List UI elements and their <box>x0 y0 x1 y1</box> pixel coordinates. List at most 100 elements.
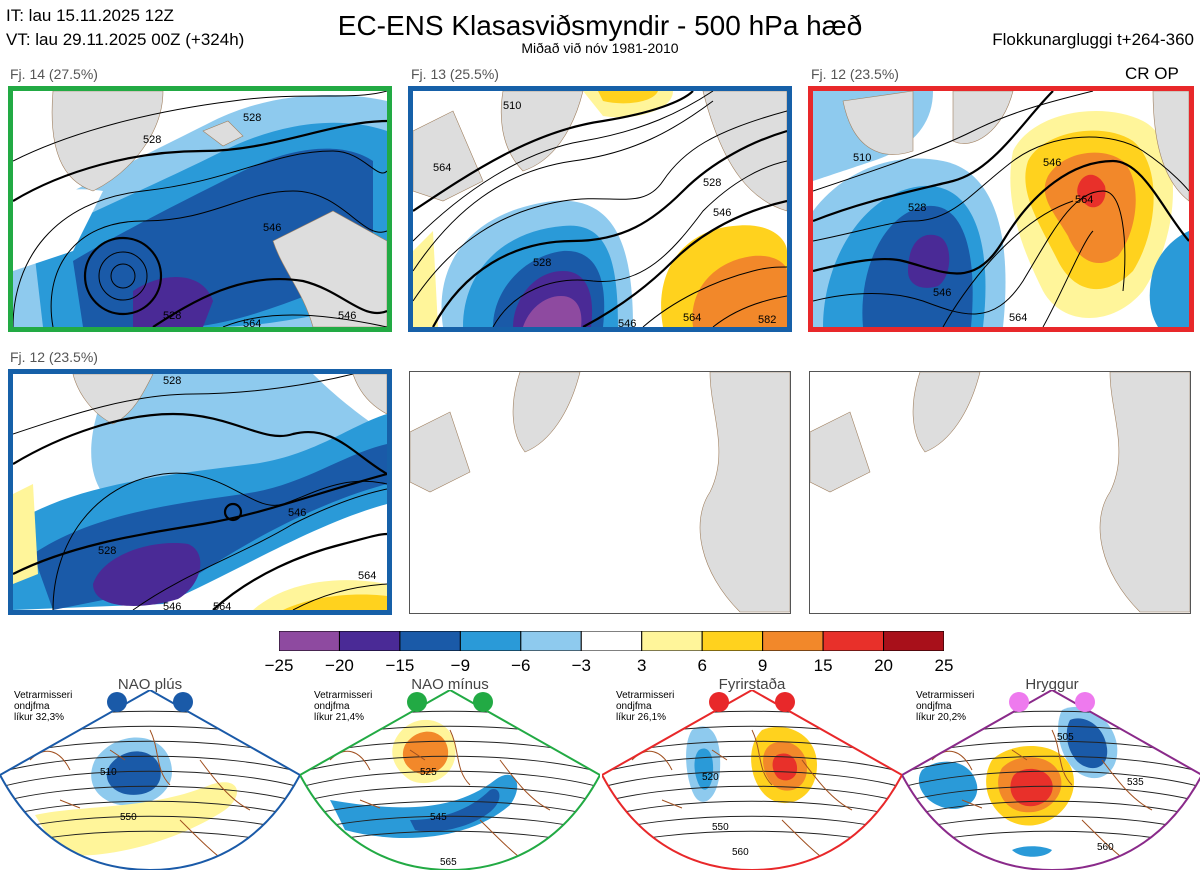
regime-title: Fyrirstaða <box>718 676 786 693</box>
contour-label: 564 <box>1009 312 1027 324</box>
contour-label: 560 <box>732 847 749 858</box>
contour-label: 528 <box>98 545 116 557</box>
regime-fan-border <box>0 690 300 870</box>
regime-title: NAO plús <box>117 676 183 693</box>
cluster-map-2: 510 528 546 528 546 564 582 564 <box>408 86 792 332</box>
contour-label: 550 <box>712 822 729 833</box>
regime-title: Hryggur <box>1025 676 1079 693</box>
regime-note-line: ondjfma <box>14 701 50 712</box>
regime-marker-dot <box>1075 692 1095 712</box>
contour-label: 546 <box>338 310 356 322</box>
contour-label: 564 <box>683 312 701 324</box>
contour-label: 525 <box>420 767 437 778</box>
regime-fan-map: 505 535 560 <box>902 690 1200 870</box>
cr-op-label: CR OP <box>1125 64 1179 83</box>
coastline <box>329 729 551 866</box>
contour-label: 528 <box>163 310 181 322</box>
regime-marker-dot <box>173 692 193 712</box>
colorbar-tick-label: −3 <box>571 656 591 675</box>
anomaly-patch <box>918 761 978 809</box>
height-contour <box>902 755 1200 776</box>
panel-label-4: Fj. 12 (23.5%) <box>10 349 98 365</box>
valid-time: VT: lau 29.11.2025 00Z (+324h) <box>6 30 245 49</box>
anomaly-patch <box>35 782 237 856</box>
contour-label: 528 <box>703 177 721 189</box>
height-contours <box>13 374 387 610</box>
contour-label: 546 <box>933 287 951 299</box>
colorbar-swatch <box>459 631 522 651</box>
contour-label: 505 <box>1057 732 1074 743</box>
contour-label: 560 <box>1097 842 1114 853</box>
contour-label: 520 <box>702 772 719 783</box>
regime-note: Vetrarmisseri ondjfma líkur 20,2% <box>916 690 974 723</box>
colorbar <box>279 631 944 651</box>
contour-label: 546 <box>1043 157 1061 169</box>
height-contour <box>300 755 600 776</box>
regime-fan-border <box>602 690 902 870</box>
regime-fan-map: 525 545 565 <box>300 690 600 870</box>
height-contours <box>13 91 387 327</box>
contour-label: 546 <box>263 222 281 234</box>
anomaly-fill <box>813 91 1189 327</box>
regime-note-line: Vetrarmisseri <box>14 690 73 701</box>
height-contour <box>602 755 902 776</box>
regime-marker-dot <box>1009 692 1029 712</box>
regime-note-line: Vetrarmisseri <box>616 690 675 701</box>
colorbar-swatch <box>520 631 582 651</box>
empty-map-5 <box>409 371 791 614</box>
colorbar-tick-label: −20 <box>325 656 354 675</box>
regime-note: Vetrarmisseri ondjfma líkur 32,3% <box>14 690 72 723</box>
panel-label-1: Fj. 14 (27.5%) <box>10 66 98 82</box>
anomaly-fill <box>13 374 387 610</box>
regime-note-line: ondjfma <box>916 701 952 712</box>
contour-label: 546 <box>713 207 731 219</box>
coastline <box>931 729 1153 866</box>
regime-note: Vetrarmisseri ondjfma líkur 21,4% <box>314 690 372 723</box>
regime-note-line: ondjfma <box>616 701 652 712</box>
colorbar-tick-label: −25 <box>264 656 294 675</box>
contour-label: 565 <box>440 857 457 868</box>
page-title: EC-ENS Klasasviðsmyndir - 500 hPa hæð <box>337 10 863 41</box>
regime-note-line: líkur 21,4% <box>314 712 365 723</box>
colorbar-tick-label: 9 <box>757 656 768 675</box>
contour-label: 528 <box>143 134 161 146</box>
colorbar-tick-label: −9 <box>450 656 471 675</box>
height-contour <box>0 770 300 791</box>
regime-note-line: líkur 32,3% <box>14 712 65 723</box>
regime-note-line: líkur 20,2% <box>916 712 967 723</box>
cluster-map-4: 528 528 546 564 546 564 <box>8 369 392 615</box>
colorbar-tick-label: −15 <box>385 656 415 675</box>
contour-label: 550 <box>120 812 137 823</box>
regime-note-line: Vetrarmisseri <box>916 690 975 701</box>
height-contour <box>902 785 1200 806</box>
contour-label: 528 <box>908 202 926 214</box>
anomaly-patch <box>106 751 161 795</box>
contour-label: 528 <box>533 257 551 269</box>
height-contour <box>602 785 902 806</box>
land-mask <box>413 91 787 212</box>
colorbar-swatch <box>279 631 340 651</box>
height-contour <box>902 770 1200 791</box>
colorbar-swatch <box>641 631 703 651</box>
anomaly-patch <box>1012 846 1052 857</box>
colorbar-swatch <box>762 631 824 651</box>
colorbar-swatch <box>883 631 944 651</box>
colorbar-tick-label: −6 <box>511 656 531 675</box>
colorbar-swatch <box>580 631 643 651</box>
coastline <box>631 729 853 866</box>
panel-label-3: Fj. 12 (23.5%) <box>811 66 899 82</box>
regime-marker-dot <box>473 692 493 712</box>
cluster-map-1: 528 528 546 528 546 564 <box>8 86 392 332</box>
height-contour <box>0 785 300 806</box>
contour-label: 546 <box>288 507 306 519</box>
empty-map-6 <box>809 371 1191 614</box>
issue-time: IT: lau 15.11.2025 12Z <box>6 6 174 25</box>
height-contours <box>813 91 1189 327</box>
colorbar-swatch <box>399 631 461 651</box>
colorbar-tick-label: 3 <box>636 656 647 675</box>
contour-label: 535 <box>1127 777 1144 788</box>
contour-label: 564 <box>358 570 376 582</box>
regime-title: NAO mínus <box>411 676 489 693</box>
contour-label: 510 <box>503 100 521 112</box>
colorbar-swatch <box>338 631 401 651</box>
